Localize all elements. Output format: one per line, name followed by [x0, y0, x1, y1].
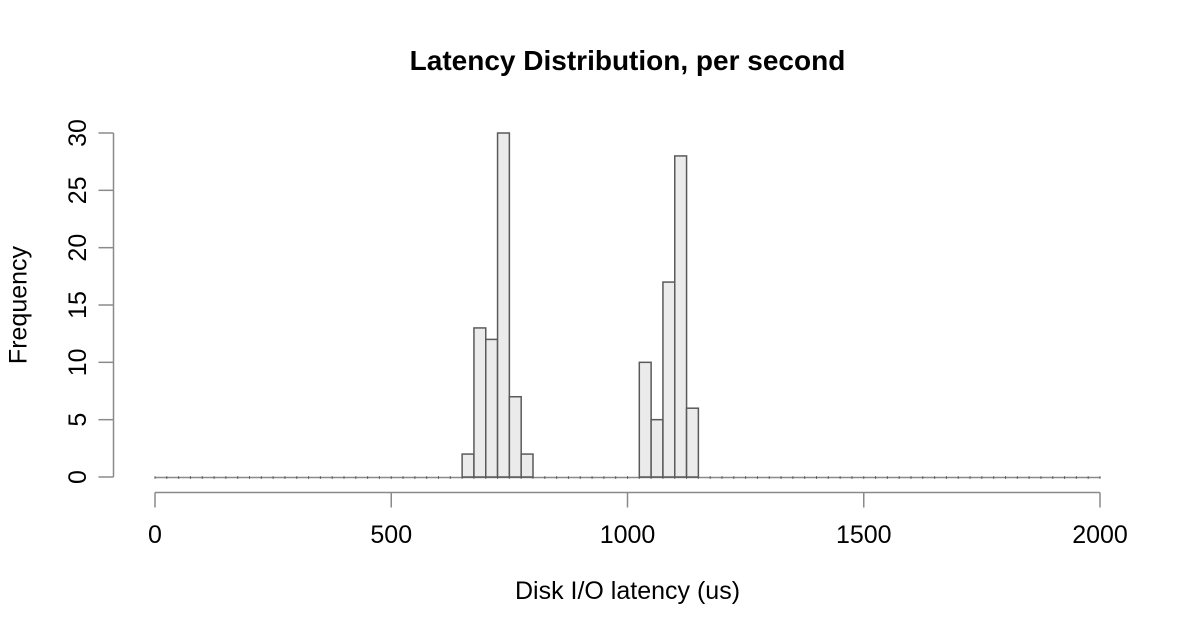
- y-tick-label: 15: [64, 291, 92, 319]
- histogram-bar: [473, 327, 487, 478]
- histogram-bar: [638, 361, 652, 478]
- histogram-bar: [662, 281, 676, 478]
- histogram-bar: [496, 132, 511, 478]
- histogram-bar: [485, 338, 499, 478]
- histogram-bar: [650, 418, 664, 478]
- y-tick-label: 20: [64, 234, 92, 262]
- y-tick-label: 25: [64, 176, 92, 204]
- chart-title: Latency Distribution, per second: [409, 45, 846, 76]
- x-tick-label: 0: [148, 521, 162, 549]
- y-tick-label: 0: [64, 470, 92, 484]
- y-tick-label: 30: [64, 119, 92, 147]
- y-tick-label: 10: [64, 348, 92, 376]
- y-tick-label: 5: [64, 413, 92, 427]
- x-axis-label: Disk I/O latency (us): [514, 577, 741, 605]
- histogram-bar: [685, 407, 700, 478]
- histogram-bar: [508, 395, 522, 478]
- x-tick-label: 1000: [600, 521, 656, 549]
- x-tick-label: 1500: [836, 521, 892, 549]
- histogram-bar: [674, 155, 688, 478]
- x-tick-label: 500: [370, 521, 412, 549]
- histogram-bar: [520, 453, 534, 478]
- x-tick-label: 2000: [1072, 521, 1128, 549]
- histogram-bar: [461, 453, 475, 478]
